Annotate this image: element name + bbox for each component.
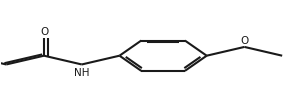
Text: O: O: [40, 27, 48, 37]
Text: NH: NH: [74, 68, 89, 78]
Text: O: O: [240, 36, 248, 46]
